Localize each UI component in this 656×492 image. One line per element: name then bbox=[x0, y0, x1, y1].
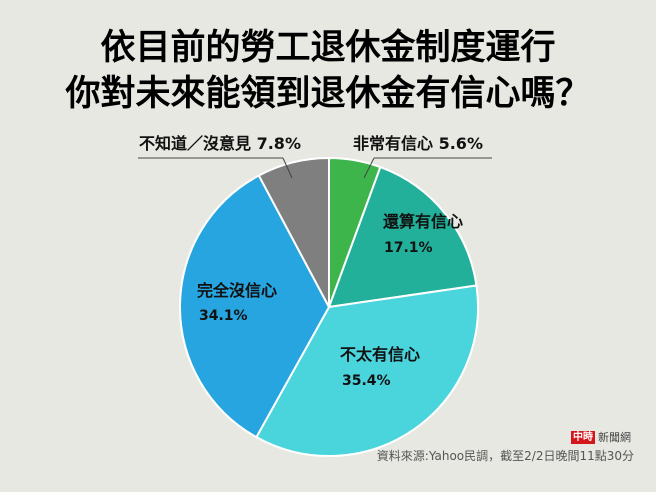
logo-text: 新聞網 bbox=[598, 431, 631, 444]
chinatimes-logo: 中時 新聞網 bbox=[571, 429, 631, 445]
label-dont-know: 不知道／沒意見 7.8% bbox=[139, 134, 301, 153]
pie-slice-3 bbox=[179, 174, 331, 439]
chart-title-line1: 依目前的勞工退休金制度運行 bbox=[100, 28, 556, 68]
pct-fairly-confident: 17.1% bbox=[384, 240, 433, 256]
label-very-confident: 非常有信心 5.6% bbox=[353, 134, 483, 153]
logo-badge: 中時 bbox=[571, 430, 595, 444]
pct-not-very-confident: 35.4% bbox=[342, 373, 391, 389]
chart-title-line2: 你對未來能領到退休金有信心嗎？ bbox=[65, 74, 591, 114]
label-fairly-confident: 還算有信心 bbox=[383, 212, 464, 231]
pie-slice-1 bbox=[327, 165, 478, 309]
label-not-very-confident: 不太有信心 bbox=[340, 345, 421, 364]
label-no-confidence: 完全沒信心 bbox=[197, 281, 278, 300]
pct-no-confidence: 34.1% bbox=[199, 308, 248, 324]
source-note: 資料來源:Yahoo民調，截至2/2日晚間11點30分 bbox=[376, 449, 634, 463]
pie-slice-4 bbox=[257, 156, 330, 308]
pie-slice-2 bbox=[255, 284, 479, 457]
